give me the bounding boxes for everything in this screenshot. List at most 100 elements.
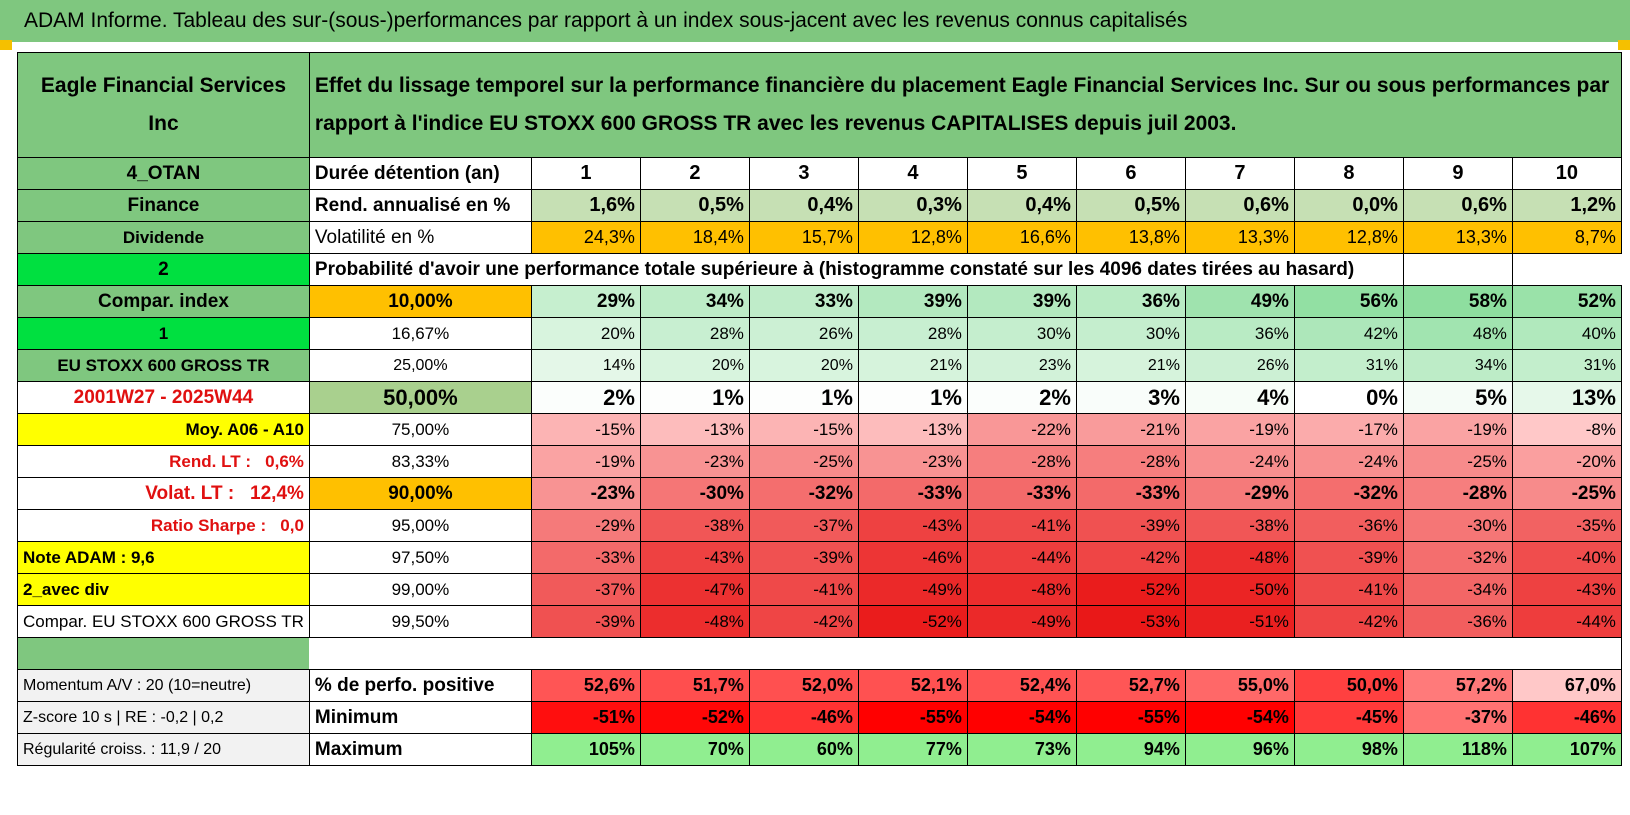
value-cell: 57,2% bbox=[1402, 669, 1513, 702]
value-cell: 12,8% bbox=[857, 221, 968, 254]
row-label: Durée détention (an) bbox=[308, 157, 532, 190]
value-cell: -41% bbox=[966, 509, 1077, 542]
value-cell: -50% bbox=[1184, 573, 1295, 606]
value-cell: 52,0% bbox=[748, 669, 859, 702]
table-row: Finance Rend. annualisé en % 1,6% 0,5% 0,4% 0… bbox=[17, 189, 1622, 222]
value-cell: 2 bbox=[639, 157, 750, 190]
value-cell: -22% bbox=[966, 413, 1077, 446]
value-cell: 55,0% bbox=[1184, 669, 1295, 702]
value-cell: -36% bbox=[1402, 605, 1513, 638]
value-cell: -42% bbox=[748, 605, 859, 638]
value-cell: 107% bbox=[1511, 733, 1622, 766]
value-cell: 1,6% bbox=[530, 189, 641, 222]
value-cell: -23% bbox=[857, 445, 968, 478]
value-cell: -53% bbox=[1075, 605, 1186, 638]
row-label: % de perfo. positive bbox=[308, 669, 532, 702]
value-cell: 3% bbox=[1075, 381, 1186, 414]
value-cell: -29% bbox=[530, 509, 641, 542]
row-label: Rend. annualisé en % bbox=[308, 189, 532, 222]
value-cell: 15,7% bbox=[748, 221, 859, 254]
value-cell: -40% bbox=[1511, 541, 1622, 574]
empty-cell bbox=[1402, 253, 1513, 286]
row-label: 95,00% bbox=[308, 509, 532, 542]
value-cell: -13% bbox=[857, 413, 968, 446]
value-cell: -19% bbox=[530, 445, 641, 478]
table-row: Moy. A06 - A10 75,00% -15% -13% -15% -13% -22%… bbox=[17, 413, 1622, 446]
row-left: Compar. EU STOXX 600 GROSS TR bbox=[17, 605, 310, 638]
value-cell: -37% bbox=[1402, 701, 1513, 734]
value-cell: 56% bbox=[1293, 285, 1404, 318]
value-cell: 6 bbox=[1075, 157, 1186, 190]
table-row: Momentum A/V : 20 (10=neutre)% de perfo.… bbox=[17, 669, 1622, 702]
value-cell: -48% bbox=[1184, 541, 1295, 574]
value-cell: 36% bbox=[1184, 317, 1295, 350]
value-cell: -54% bbox=[1184, 701, 1295, 734]
value-cell: -25% bbox=[1511, 477, 1622, 510]
value-cell: -45% bbox=[1293, 701, 1404, 734]
value-cell: 73% bbox=[966, 733, 1077, 766]
row-label: 90,00% bbox=[308, 477, 532, 510]
title-bar: ADAM Informe. Tableau des sur-(sous-)per… bbox=[0, 0, 1630, 42]
table-row: Régularité croiss. : 11,9 / 20 Maximum 105… bbox=[17, 733, 1622, 766]
value-cell: 21% bbox=[857, 349, 968, 382]
table-row: Z-score 10 s | RE : -0,2 | 0,2 Minimum -51… bbox=[17, 701, 1622, 734]
value-cell: 24,3% bbox=[530, 221, 641, 254]
value-cell: 42% bbox=[1293, 317, 1404, 350]
value-cell: 39% bbox=[857, 285, 968, 318]
value-cell: -41% bbox=[748, 573, 859, 606]
value-cell: 30% bbox=[966, 317, 1077, 350]
row-left: Rend. LT : 0,6% bbox=[17, 445, 310, 478]
value-cell: -20% bbox=[1511, 445, 1622, 478]
row-left: Régularité croiss. : 11,9 / 20 bbox=[17, 733, 310, 766]
value-cell: 70% bbox=[639, 733, 750, 766]
value-cell: 33% bbox=[748, 285, 859, 318]
value-cell: 30% bbox=[1075, 317, 1186, 350]
row-label: Volatilité en % bbox=[308, 221, 532, 254]
table-row: EU STOXX 600 GROSS TR 25,00% 14% 20% 20% 21% 2… bbox=[17, 349, 1622, 382]
value-cell: -29% bbox=[1184, 477, 1295, 510]
value-cell: -38% bbox=[639, 509, 750, 542]
value-cell: 58% bbox=[1402, 285, 1513, 318]
value-cell: 20% bbox=[748, 349, 859, 382]
value-cell: 28% bbox=[639, 317, 750, 350]
row-label: Maximum bbox=[308, 733, 532, 766]
table-row: 1 16,67% 20% 28% 26% 28% 30% 30% 36% 42% 48% 40% bbox=[17, 317, 1622, 350]
table-row: 2 Probabilité d'avoir une performance tot… bbox=[17, 253, 1622, 286]
value-cell: -39% bbox=[530, 605, 641, 638]
value-cell: 0,0% bbox=[1293, 189, 1404, 222]
value-cell: 52% bbox=[1511, 285, 1622, 318]
row-label: 25,00% bbox=[308, 349, 532, 382]
value-cell: 52,1% bbox=[857, 669, 968, 702]
value-cell: -30% bbox=[1402, 509, 1513, 542]
row-left: Moy. A06 - A10 bbox=[17, 413, 310, 446]
value-cell: 8 bbox=[1293, 157, 1404, 190]
row-left: Z-score 10 s | RE : -0,2 | 0,2 bbox=[17, 701, 310, 734]
value-cell: 1 bbox=[530, 157, 641, 190]
value-cell: 20% bbox=[530, 317, 641, 350]
row-left: Momentum A/V : 20 (10=neutre) bbox=[17, 669, 310, 702]
row-label: 99,00% bbox=[308, 573, 532, 606]
row-label: 16,67% bbox=[308, 317, 532, 350]
value-cell: -30% bbox=[639, 477, 750, 510]
value-cell: 0% bbox=[1293, 381, 1404, 414]
row-label: Probabilité d'avoir une performance tota… bbox=[308, 253, 1404, 286]
value-cell: 3 bbox=[748, 157, 859, 190]
value-cell: 40% bbox=[1511, 317, 1622, 350]
value-cell: 34% bbox=[639, 285, 750, 318]
value-cell: 10 bbox=[1511, 157, 1622, 190]
value-cell: -54% bbox=[966, 701, 1077, 734]
marker bbox=[0, 40, 12, 50]
value-cell: -35% bbox=[1511, 509, 1622, 542]
row-label: Minimum bbox=[308, 701, 532, 734]
value-cell: 26% bbox=[748, 317, 859, 350]
value-cell: -37% bbox=[748, 509, 859, 542]
value-cell: -41% bbox=[1293, 573, 1404, 606]
value-cell: -51% bbox=[1184, 605, 1295, 638]
row-left: 2_avec div bbox=[17, 573, 310, 606]
value-cell: 36% bbox=[1075, 285, 1186, 318]
value-cell: 51,7% bbox=[639, 669, 750, 702]
value-cell: 20% bbox=[639, 349, 750, 382]
value-cell: 9 bbox=[1402, 157, 1513, 190]
value-cell: -43% bbox=[857, 509, 968, 542]
